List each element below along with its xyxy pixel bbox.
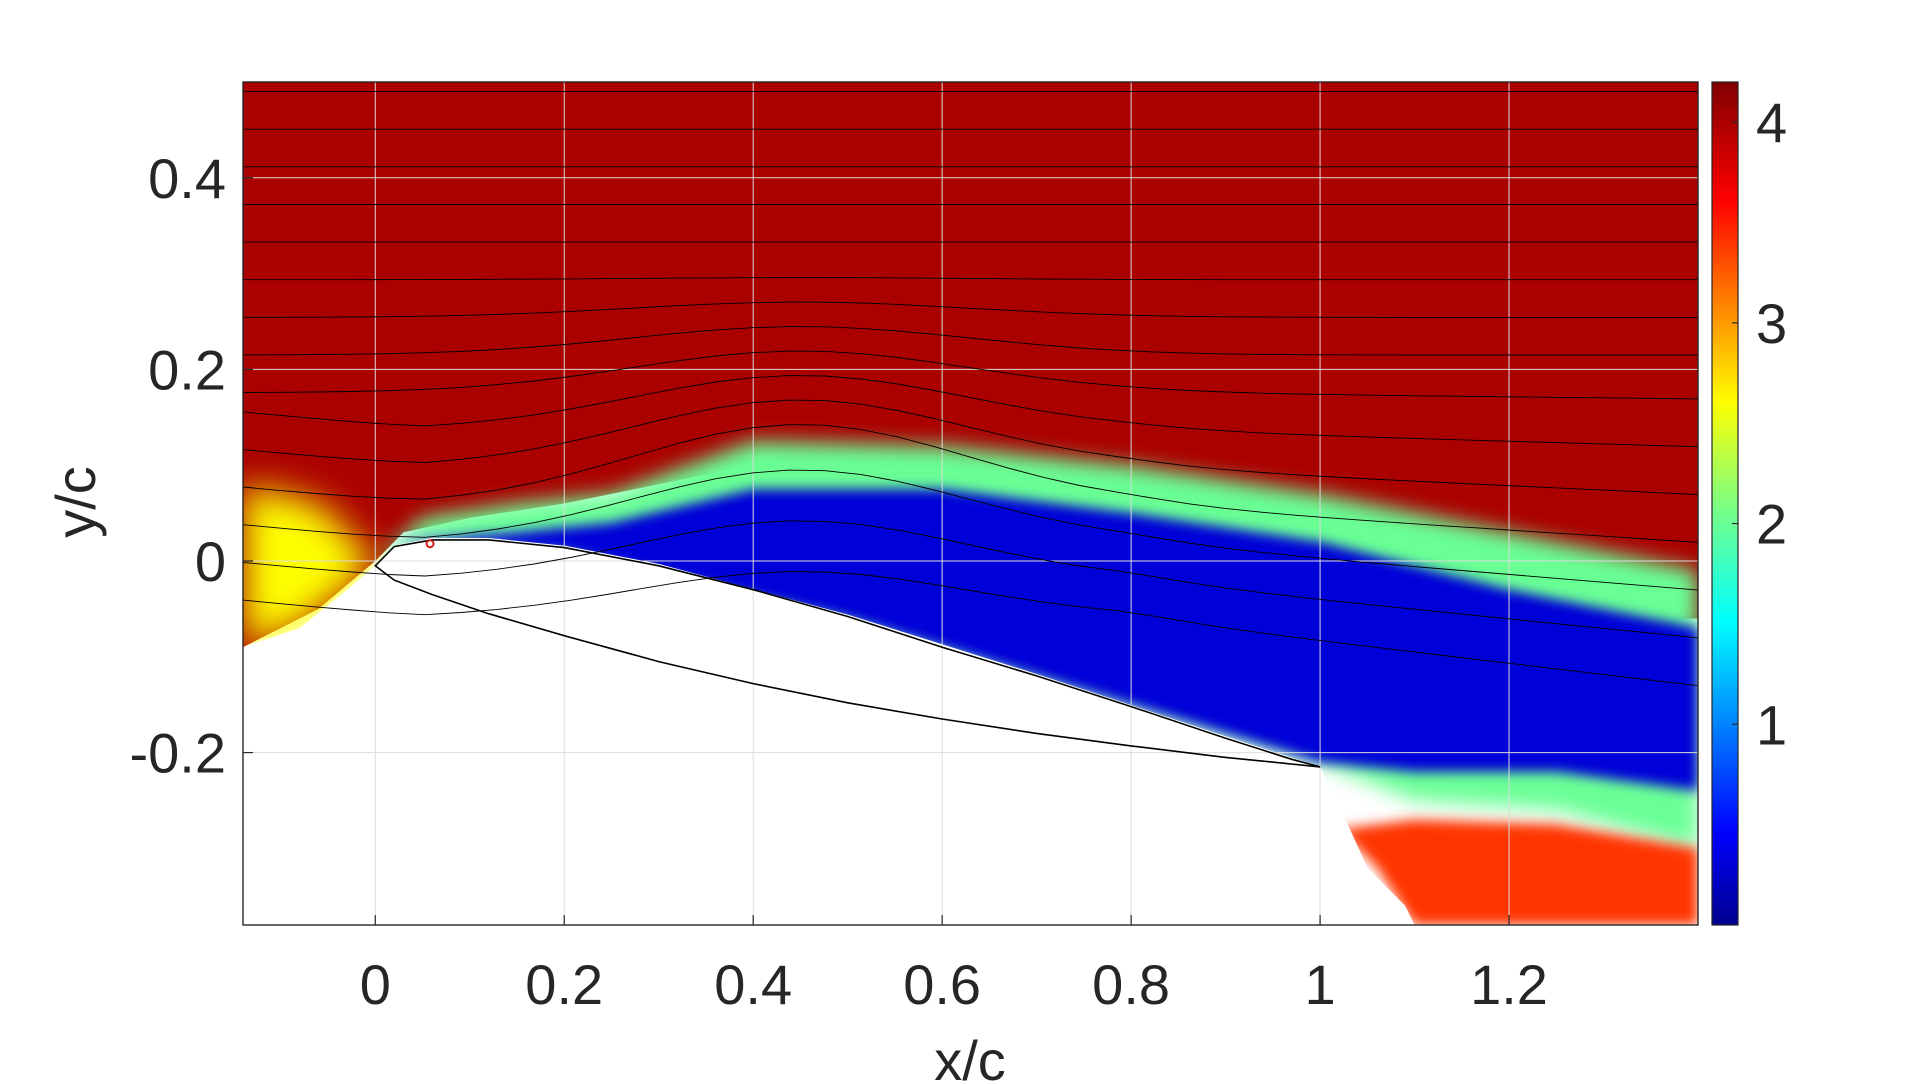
y-tick-label: 0 xyxy=(195,530,226,593)
wake-region xyxy=(1339,819,1698,925)
y-tick-label: -0.2 xyxy=(130,722,227,785)
inflow-region xyxy=(243,484,376,648)
y-tick-label: 0.4 xyxy=(148,147,226,210)
streamline xyxy=(243,399,1698,495)
x-tick-label: 0.8 xyxy=(1092,953,1170,1016)
streamlines xyxy=(243,91,1698,687)
x-tick-label: 1.2 xyxy=(1470,953,1548,1016)
x-tick-label: 0.6 xyxy=(903,953,981,1016)
colorbar-tick-label: 4 xyxy=(1756,91,1787,154)
y-axis-label: y/c xyxy=(44,466,107,538)
streamline xyxy=(243,350,1698,400)
y-axis-ticks: -0.2 0 0.2 0.4 xyxy=(130,147,253,785)
colorbar: 1 2 3 4 xyxy=(1711,81,1787,926)
x-tick-label: 0.4 xyxy=(714,953,792,1016)
streamline xyxy=(243,375,1698,448)
streamline xyxy=(243,571,1698,687)
streamline xyxy=(243,424,1698,543)
x-tick-label: 0.2 xyxy=(525,953,603,1016)
field-layers xyxy=(243,82,1698,925)
colorbar-ticks: 1 2 3 4 xyxy=(1732,91,1787,756)
masked-region xyxy=(243,538,1415,925)
y-tick-label: 0.2 xyxy=(148,338,226,401)
colorbar-tick-label: 3 xyxy=(1756,292,1787,355)
colorbar-tick-label: 2 xyxy=(1756,493,1787,556)
colorbar-tick-label: 1 xyxy=(1756,693,1787,756)
streamline xyxy=(243,469,1698,591)
colorbar-box xyxy=(1711,81,1739,926)
x-axis-ticks: 0 0.2 0.4 0.6 0.8 1 1.2 xyxy=(360,915,1548,1016)
streamline xyxy=(243,520,1698,639)
velocity-field xyxy=(243,82,1698,925)
streamline xyxy=(243,326,1698,356)
airfoil-outline xyxy=(374,539,1321,768)
reference-marker xyxy=(425,539,435,549)
separated-region xyxy=(394,489,1698,791)
streamline xyxy=(243,301,1698,318)
axes-box xyxy=(242,81,1699,926)
colorbar-scale xyxy=(1712,82,1738,925)
x-axis-label: x/c xyxy=(934,1029,1006,1084)
grid xyxy=(243,82,1698,925)
x-tick-label: 1 xyxy=(1304,953,1335,1016)
x-tick-label: 0 xyxy=(360,953,391,1016)
streamline xyxy=(243,277,1698,281)
